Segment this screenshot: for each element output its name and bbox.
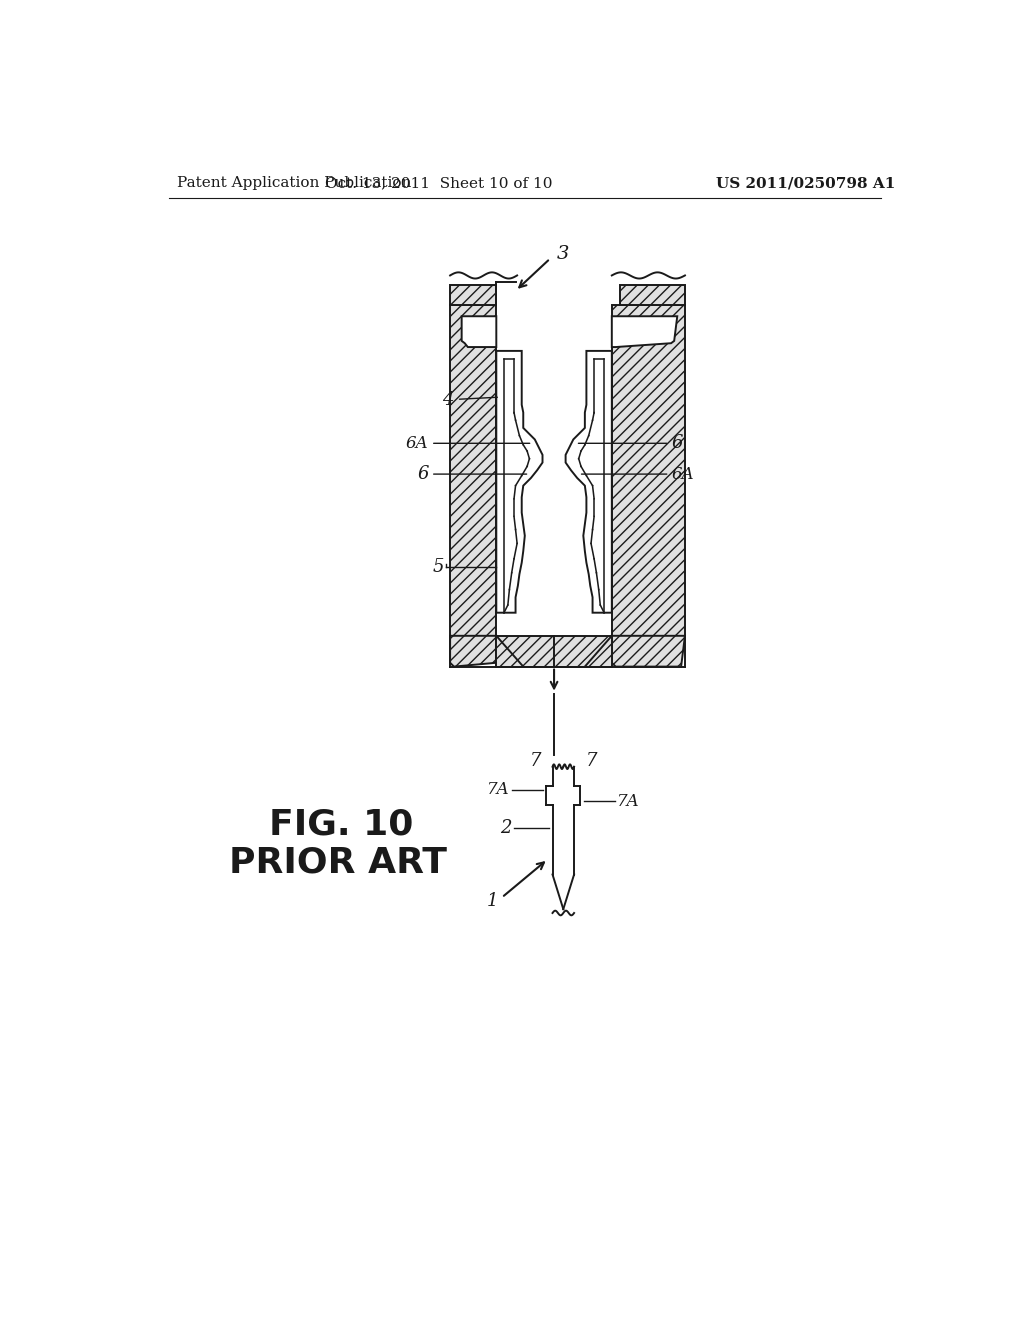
Text: 5: 5: [432, 557, 444, 576]
Text: Patent Application Publication: Patent Application Publication: [177, 176, 411, 190]
Text: 7: 7: [529, 751, 541, 770]
Text: 6A: 6A: [406, 434, 429, 451]
Polygon shape: [611, 636, 685, 667]
Text: 7: 7: [586, 751, 597, 770]
Polygon shape: [611, 317, 677, 347]
Text: 6: 6: [672, 434, 683, 453]
Bar: [620, 285, 685, 305]
Polygon shape: [462, 317, 497, 347]
Text: US 2011/0250798 A1: US 2011/0250798 A1: [716, 176, 895, 190]
Text: Oct. 13, 2011  Sheet 10 of 10: Oct. 13, 2011 Sheet 10 of 10: [325, 176, 552, 190]
Text: 7A: 7A: [486, 781, 509, 799]
Bar: [451, 285, 497, 305]
Text: 3: 3: [556, 246, 568, 263]
Text: 7A: 7A: [617, 793, 640, 810]
Text: 4: 4: [442, 391, 498, 409]
Bar: [497, 636, 611, 667]
Text: 1: 1: [486, 892, 498, 911]
Text: 2: 2: [500, 820, 512, 837]
Bar: [611, 305, 685, 636]
Polygon shape: [451, 636, 497, 667]
Bar: [451, 305, 497, 636]
Polygon shape: [497, 351, 543, 612]
Text: FIG. 10: FIG. 10: [269, 808, 414, 841]
Text: PRIOR ART: PRIOR ART: [229, 846, 447, 880]
Polygon shape: [565, 351, 611, 612]
Text: 6: 6: [417, 465, 429, 483]
Text: 6A: 6A: [672, 466, 694, 483]
